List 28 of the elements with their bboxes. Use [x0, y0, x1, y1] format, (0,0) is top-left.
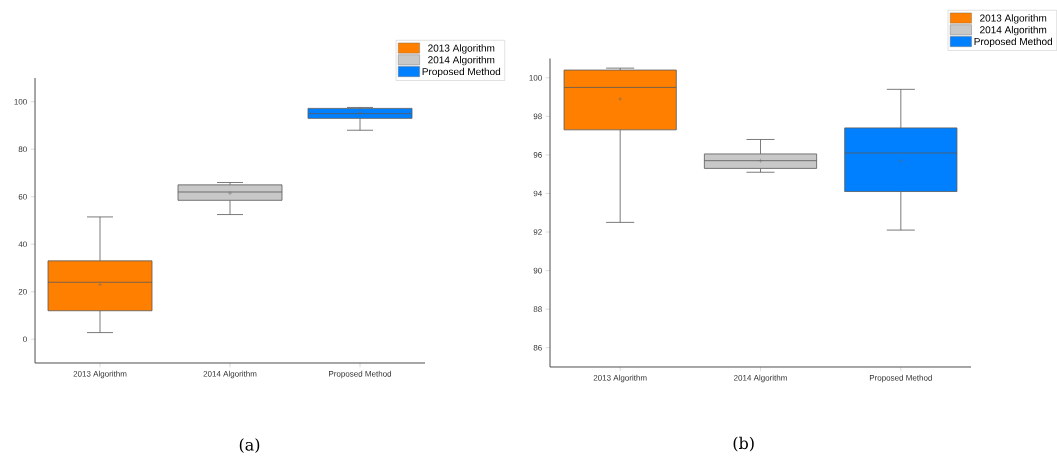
text: (b): [733, 436, 754, 452]
legend-label: 2014 Algorithm: [980, 26, 1047, 36]
x-tick-label: 2014 Algorithm: [203, 370, 257, 379]
y-tick-label: 96: [533, 152, 542, 158]
y-tick-label: 20: [18, 288, 27, 295]
text: (a): [239, 438, 260, 453]
y-tick-label: 86: [533, 344, 542, 351]
legend-label: Proposed Method: [974, 37, 1053, 48]
y-tick-label: 88: [533, 306, 542, 312]
x-tick-label: 2013 Algorithm: [593, 374, 647, 383]
legend-label: 2013 Algorithm: [428, 44, 495, 54]
y-tick-label: 0: [23, 336, 27, 343]
y-tick-label: 80: [18, 146, 27, 153]
legend-label: Proposed Method: [422, 67, 501, 78]
legend-label: 2013 Algorithm: [980, 14, 1047, 24]
y-tick-label: 92: [533, 229, 542, 235]
legend-label: 2014 Algorithm: [428, 56, 495, 66]
x-tick-label: 2013 Algorithm: [73, 370, 127, 379]
x-tick-label: Proposed Method: [329, 370, 392, 379]
y-tick-label: 60: [18, 193, 27, 200]
y-tick-label: 100: [14, 98, 27, 105]
y-tick-label: 98: [533, 113, 542, 120]
x-tick-label: 2014 Algorithm: [734, 374, 787, 383]
x-tick-label: Proposed Method: [869, 374, 932, 383]
y-tick-label: 94: [533, 190, 542, 197]
y-tick-label: 40: [18, 241, 27, 248]
y-tick-label: 90: [533, 267, 542, 274]
y-tick-label: 100: [529, 74, 542, 81]
